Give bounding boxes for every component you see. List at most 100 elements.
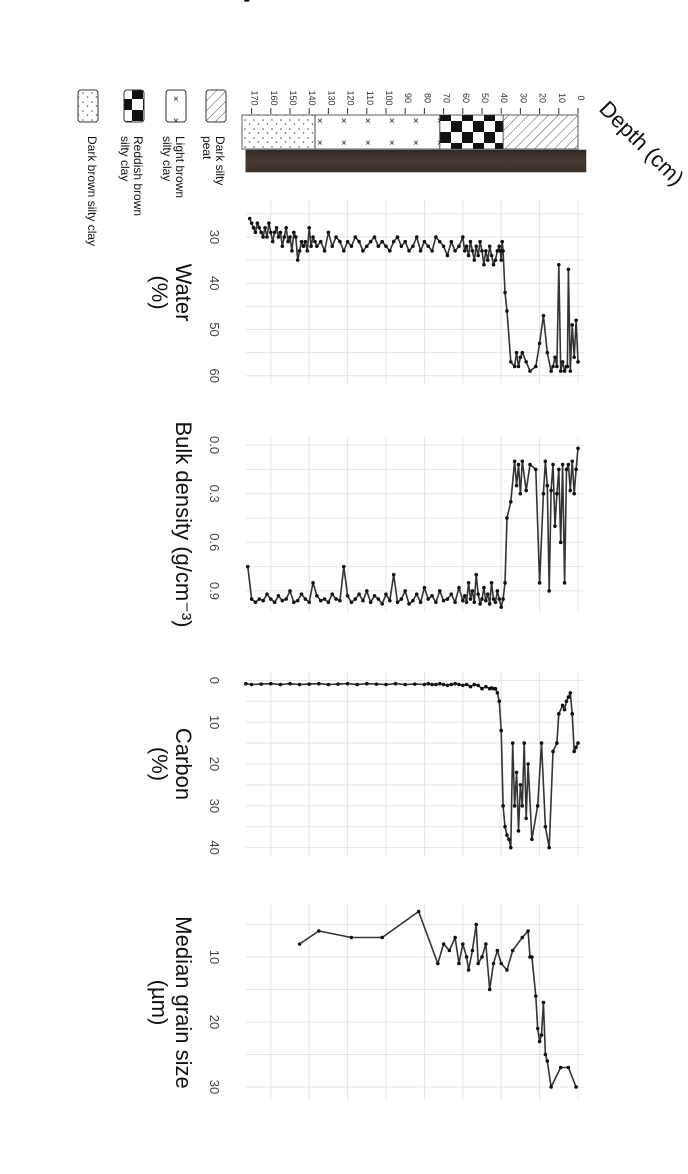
data-point [384,682,388,687]
data-point [280,598,285,603]
data-point [545,1059,550,1063]
data-point [295,598,300,603]
data-point [510,741,515,745]
depth-tick-label: 170 [250,90,260,105]
depth-tick-label: 140 [307,90,317,105]
data-point [539,1033,544,1037]
data-point [461,235,465,239]
data-point [407,249,411,253]
data-point [244,0,248,2]
data-point [284,225,288,230]
data-point [263,225,267,230]
data-point [560,462,565,467]
data-point [461,683,465,688]
data-point [576,360,580,364]
data-point [482,262,486,267]
data-point [476,683,480,688]
data-point [315,244,319,249]
data-point [269,230,273,235]
data-point [570,323,575,327]
data-point [470,249,475,253]
data-point [307,600,312,605]
data-point [543,824,548,829]
data-point [487,602,492,606]
series-line [247,448,579,608]
data-point [468,239,473,244]
data-point [484,598,488,603]
data-point [407,602,411,606]
data-point [518,355,523,360]
data-point [430,593,434,598]
data-point [318,598,323,603]
depth-tick-label: 130 [326,90,336,105]
depth-tick-label: 160 [269,90,279,105]
value-tick-label: 30 [207,799,222,813]
data-point [491,961,496,966]
depth-tick-label: 60 [461,93,471,103]
stratigraphy-page: 0 10 20 30 40 50 60 70 80 90 100 110 120 130 140 150 160… [241,90,688,190]
data-point [524,488,528,493]
strat-layer-checker [439,114,504,150]
depth-tick-label: 20 [538,93,548,103]
data-point [470,948,475,953]
data-point [484,942,488,946]
panel-3: 0 10 20 30 40 Carbon(%) [147,672,584,856]
data-point [528,462,532,467]
data-point [299,239,304,244]
data-point [311,235,315,239]
data-point [570,459,575,464]
data-point [341,564,346,569]
data-point [317,929,321,933]
data-point [462,593,467,598]
data-point [487,686,492,691]
data-point [282,235,287,239]
value-tick-label: 10 [207,950,222,964]
data-point [566,267,571,272]
data-point [572,355,576,360]
data-point [485,592,490,596]
data-point [482,585,486,590]
data-point [353,597,358,601]
data-point [516,364,521,369]
data-point [288,235,292,239]
data-point [541,491,546,496]
data-point [255,221,260,225]
data-point [491,597,496,601]
series-line [299,910,577,1088]
data-point [495,948,500,953]
data-point [305,249,310,253]
data-point [503,581,507,585]
data-point [278,682,283,687]
data-point [297,942,302,946]
data-point [349,244,354,249]
data-point [365,589,369,593]
data-point [411,598,415,603]
data-point [512,364,517,369]
data-point [518,491,523,496]
data-point [445,683,450,688]
data-point [480,955,484,959]
legend-swatch-hatch [205,89,227,123]
data-point [533,994,538,998]
data-point [499,605,504,609]
data-point [434,600,438,605]
data-point [447,948,452,953]
data-point [557,467,561,472]
data-point [476,253,480,258]
depth-tick-label: 90 [403,93,413,103]
data-point [549,1085,553,1089]
data-point [368,600,373,605]
series-line [248,218,579,372]
data-point [326,600,331,605]
data-point [572,749,576,754]
data-point [499,961,504,966]
data-point [422,239,427,244]
panel-title: Carbon [171,728,196,800]
data-point [512,459,517,464]
value-tick-label: 0.0 [207,436,222,454]
data-point [509,500,513,504]
data-point [303,239,308,244]
data-point [395,235,400,239]
data-point [372,235,377,239]
data-point [437,589,442,593]
